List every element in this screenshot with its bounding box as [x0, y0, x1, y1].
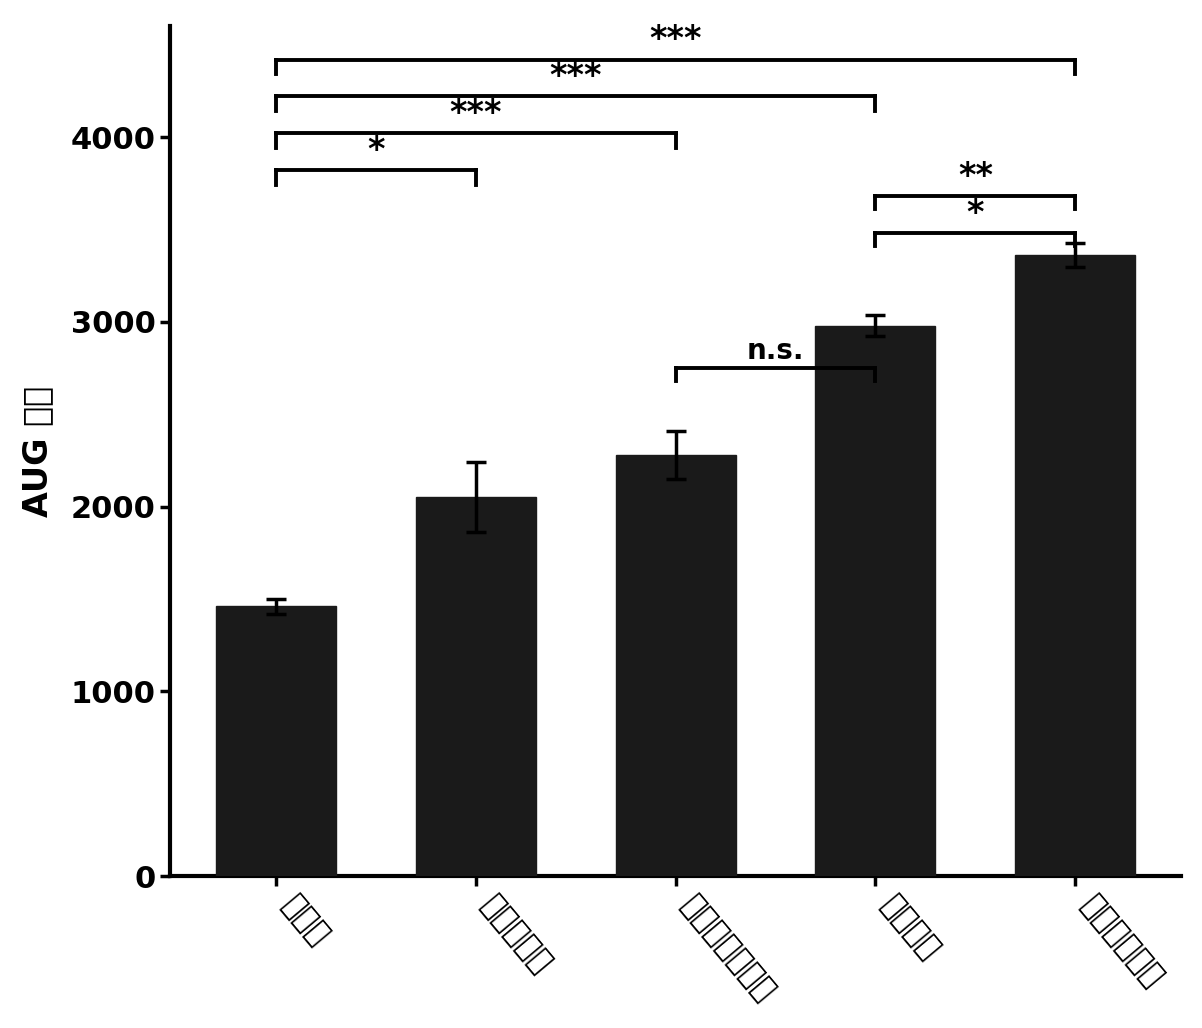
Text: *: *: [367, 134, 385, 167]
Bar: [1016, 255, 1135, 876]
Bar: [615, 454, 736, 876]
Text: n.s.: n.s.: [746, 337, 804, 365]
Bar: [416, 498, 536, 876]
Text: ***: ***: [450, 97, 502, 130]
Text: ***: ***: [649, 23, 702, 56]
Bar: [815, 326, 935, 876]
Text: *: *: [966, 197, 984, 230]
Y-axis label: AUG 血糖: AUG 血糖: [20, 386, 54, 517]
Text: ***: ***: [549, 60, 602, 93]
Text: **: **: [958, 160, 993, 193]
Bar: [216, 607, 335, 876]
